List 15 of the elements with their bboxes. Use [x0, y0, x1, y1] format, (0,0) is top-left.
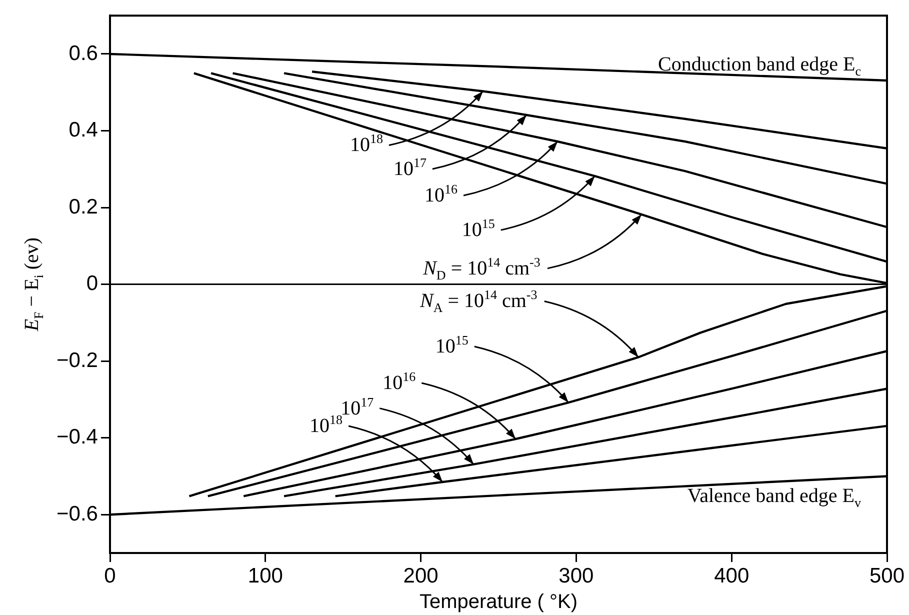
x-tick-label: 400	[714, 564, 750, 588]
y-tick-label: 0.2	[68, 195, 98, 218]
x-tick-label: 200	[403, 564, 438, 588]
y-tick-label: 0.4	[68, 118, 98, 142]
y-tick-label: −0.4	[56, 426, 98, 449]
y-axis-title: EF − Ei (ev)	[21, 237, 46, 332]
x-tick-label: 300	[558, 564, 594, 588]
y-tick-label: 0	[86, 272, 98, 296]
x-axis-title: Temperature ( °K)	[419, 591, 578, 613]
x-tick-label: 0	[104, 564, 116, 588]
x-tick-label: 500	[869, 564, 905, 588]
y-tick-label: 0.6	[68, 42, 98, 65]
y-tick-label: −0.2	[56, 348, 98, 372]
y-tick-label: −0.6	[56, 502, 98, 526]
x-tick-label: 100	[248, 564, 283, 588]
